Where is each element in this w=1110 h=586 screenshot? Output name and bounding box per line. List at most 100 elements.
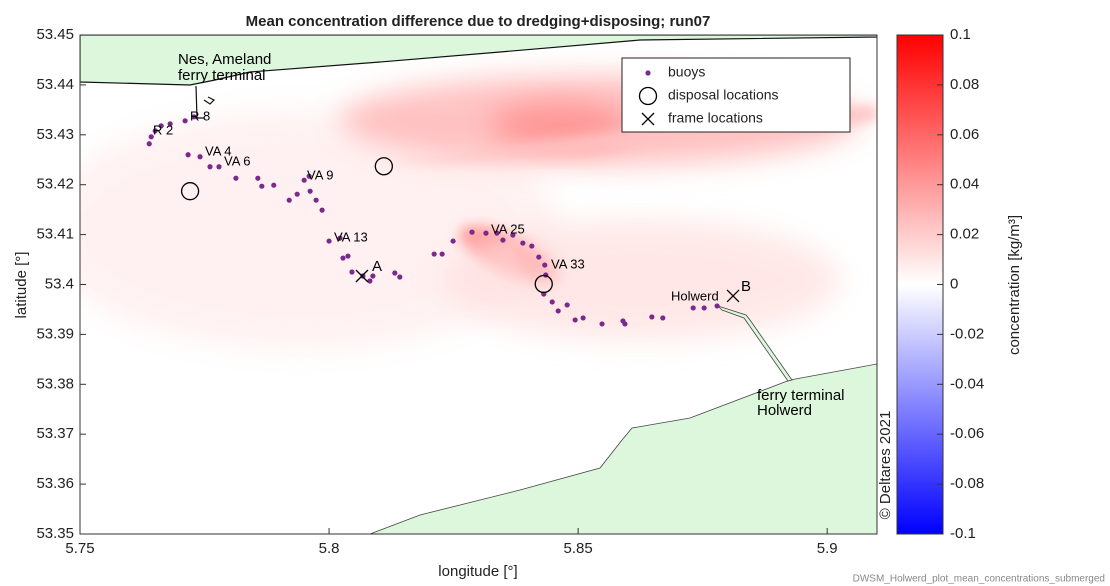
buoy bbox=[313, 197, 319, 203]
buoy bbox=[392, 270, 398, 276]
annotation: ferry terminal bbox=[178, 67, 266, 84]
colorbar bbox=[896, 34, 944, 535]
y-tick-label: 53.35 bbox=[36, 525, 74, 542]
y-tick-label: 53.42 bbox=[36, 176, 74, 193]
buoy bbox=[549, 299, 555, 305]
buoy bbox=[701, 305, 707, 311]
colorbar-tick-label: 0 bbox=[950, 275, 958, 292]
y-tick-label: 53.41 bbox=[36, 226, 74, 243]
buoy bbox=[520, 240, 526, 246]
frame-location bbox=[355, 269, 369, 283]
y-tick-label: 53.44 bbox=[36, 76, 74, 93]
buoy bbox=[197, 154, 203, 160]
buoy bbox=[349, 269, 355, 275]
annotation: VA 6 bbox=[224, 153, 251, 168]
legend bbox=[621, 57, 851, 133]
buoy bbox=[510, 232, 516, 238]
buoy bbox=[148, 134, 154, 140]
buoy bbox=[216, 164, 222, 170]
colorbar-tick-label: 0.02 bbox=[950, 226, 979, 243]
colorbar-tick-label: -0.06 bbox=[950, 425, 984, 442]
buoy bbox=[431, 251, 437, 257]
colorbar-tick-label: -0.04 bbox=[950, 375, 984, 392]
y-tick-label: 53.36 bbox=[36, 475, 74, 492]
buoy bbox=[572, 317, 578, 323]
buoy bbox=[340, 255, 346, 261]
chart-title: Mean concentration difference due to dre… bbox=[246, 13, 711, 30]
buoy bbox=[500, 237, 506, 243]
colorbar-tick-label: -0.08 bbox=[950, 475, 984, 492]
land-ameland bbox=[80, 35, 877, 86]
buoy bbox=[307, 188, 313, 194]
y-tick-label: 53.45 bbox=[36, 26, 74, 43]
buoy bbox=[294, 191, 300, 197]
buoy bbox=[367, 278, 373, 284]
buoy bbox=[580, 315, 586, 321]
colorbar-tick-label: -0.02 bbox=[950, 325, 984, 342]
heat bbox=[440, 220, 840, 340]
buoy bbox=[185, 152, 191, 158]
buoy bbox=[191, 114, 197, 120]
buoy bbox=[649, 314, 655, 320]
heat bbox=[80, 110, 560, 350]
annotation: Nes, Ameland bbox=[178, 51, 271, 68]
y-tick-label: 53.37 bbox=[36, 425, 74, 442]
buoy bbox=[337, 235, 343, 241]
buoy bbox=[564, 302, 570, 308]
annotation: VA 25 bbox=[491, 221, 525, 236]
buoy bbox=[319, 207, 325, 213]
x-tick-label: 5.85 bbox=[564, 540, 593, 557]
y-tick-label: 53.43 bbox=[36, 126, 74, 143]
annotation: Holwerd bbox=[671, 288, 719, 303]
annotation: VA 4 bbox=[205, 143, 232, 158]
annotation: A bbox=[372, 258, 382, 275]
buoy bbox=[690, 305, 696, 311]
buoy bbox=[286, 197, 292, 203]
buoy bbox=[599, 321, 605, 327]
colorbar-tick-label: 0.04 bbox=[950, 176, 979, 193]
buoy bbox=[326, 238, 332, 244]
colorbar-tick-label: 0.1 bbox=[950, 26, 971, 43]
legend-marker bbox=[641, 112, 655, 126]
annotation: Holwerd bbox=[757, 402, 812, 419]
buoy bbox=[146, 141, 152, 147]
buoy bbox=[345, 253, 351, 259]
frame-location bbox=[726, 289, 740, 303]
legend-marker bbox=[645, 70, 651, 76]
annotation: R 2 bbox=[153, 122, 173, 137]
buoy bbox=[152, 128, 158, 134]
buoy bbox=[167, 121, 173, 127]
buoy bbox=[450, 238, 456, 244]
colorbar-label: concentration [kg/m³] bbox=[1006, 215, 1023, 355]
disposal-location bbox=[180, 182, 200, 201]
annotation: VA 13 bbox=[334, 229, 368, 244]
buoy bbox=[660, 315, 666, 321]
annotation: VA 9 bbox=[307, 167, 334, 182]
buoy bbox=[397, 274, 403, 280]
y-tick-label: 53.4 bbox=[45, 275, 74, 292]
buoy bbox=[370, 273, 376, 279]
buoy bbox=[714, 303, 720, 309]
buoy bbox=[439, 251, 445, 257]
buoy bbox=[360, 273, 366, 279]
buoy bbox=[259, 183, 265, 189]
annotation: B bbox=[741, 278, 751, 295]
buoy bbox=[306, 173, 312, 179]
footer: DWSM_Holwerd_plot_mean_concentrations_su… bbox=[853, 574, 1105, 585]
legend-label: disposal locations bbox=[668, 87, 779, 103]
y-axis-label: latitude [°] bbox=[13, 252, 30, 319]
dam bbox=[717, 305, 793, 382]
buoy bbox=[622, 321, 628, 327]
colorbar-tick-label: 0.06 bbox=[950, 126, 979, 143]
buoy bbox=[529, 243, 535, 249]
copyright: © Deltares 2021 bbox=[877, 411, 894, 520]
annotation: R 8 bbox=[190, 108, 210, 123]
buoy bbox=[483, 230, 489, 236]
buoy bbox=[536, 254, 542, 260]
land-mainland bbox=[369, 363, 877, 534]
colorbar-tick-label: -0.1 bbox=[950, 525, 976, 542]
disposal-location bbox=[374, 157, 394, 176]
y-tick-label: 53.39 bbox=[36, 325, 74, 342]
y-tick-label: 53.38 bbox=[36, 375, 74, 392]
